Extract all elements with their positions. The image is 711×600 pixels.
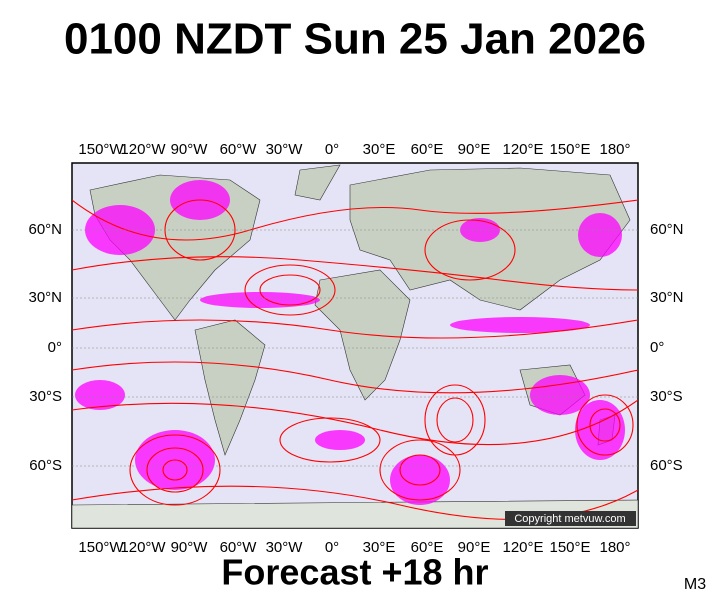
precipitation (75, 180, 625, 505)
lon-label-top: 60°W (220, 141, 258, 158)
copyright-box (505, 511, 636, 526)
lon-label-top: 30°W (266, 141, 304, 158)
lon-label-top: 90°W (171, 141, 209, 158)
isobars (72, 199, 638, 520)
lon-label-bottom: 150°W (78, 539, 124, 556)
lon-label-bottom: 90°W (171, 539, 209, 556)
lat-label-right: 60°S (650, 457, 683, 474)
lon-label-bottom: 150°E (549, 539, 590, 556)
lon-label-top: 60°E (411, 141, 444, 158)
lon-label-top: 180° (599, 141, 630, 158)
copyright: Copyright metvuw.com (514, 513, 625, 525)
lon-label-bottom: 120°E (502, 539, 543, 556)
map-content (72, 164, 638, 528)
lon-label-top: 150°W (78, 141, 124, 158)
lat-label-right: 30°N (650, 289, 684, 306)
lat-label-left: 30°N (28, 289, 62, 306)
lat-label-left: 30°S (29, 388, 62, 405)
lon-label-bottom: 90°E (458, 539, 491, 556)
lon-label-bottom: 0° (325, 539, 339, 556)
lon-label-top: 120°E (502, 141, 543, 158)
lon-label-top: 120°W (120, 141, 166, 158)
lat-label-left: 60°N (28, 221, 62, 238)
lon-label-top: 30°E (363, 141, 396, 158)
model-label: M3 (684, 576, 706, 593)
title: 0100 NZDT Sun 25 Jan 2026 (64, 15, 646, 64)
map-frame: Copyright metvuw.com (71, 162, 639, 529)
lon-label-top: 150°E (549, 141, 590, 158)
lat-label-right: 30°S (650, 388, 683, 405)
lon-label-bottom: 120°W (120, 539, 166, 556)
lat-label-left: 60°S (29, 457, 62, 474)
lon-label-bottom: 180° (599, 539, 630, 556)
lon-label-bottom: 60°E (411, 539, 444, 556)
lon-label-bottom: 60°W (220, 539, 258, 556)
lat-label-right: 60°N (650, 221, 684, 238)
lon-label-top: 90°E (458, 141, 491, 158)
lon-label-bottom: 30°W (266, 539, 304, 556)
lat-label-right: 0° (650, 339, 664, 356)
lon-label-bottom: 30°E (363, 539, 396, 556)
forecast-label: Forecast +18 hr (221, 552, 488, 593)
lat-label-left: 0° (48, 339, 62, 356)
lon-label-top: 0° (325, 141, 339, 158)
